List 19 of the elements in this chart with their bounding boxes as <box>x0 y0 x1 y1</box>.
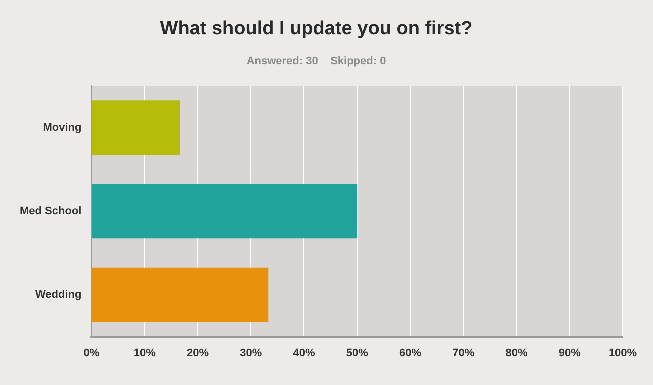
x-tick-label: 10% <box>134 347 156 360</box>
x-tick-label: 0% <box>84 347 100 360</box>
x-tick-label: 90% <box>558 347 582 360</box>
chart-subtitle: Answered: 30 Skipped: 0 <box>246 55 386 68</box>
bar <box>92 268 269 322</box>
bar <box>92 184 358 239</box>
x-tick-label: 30% <box>240 347 262 360</box>
x-tick-label: 80% <box>506 347 528 360</box>
y-tick-label: Med School <box>20 205 82 218</box>
chart-title: What should I update you on first? <box>160 18 473 40</box>
x-tick-label: 70% <box>452 347 475 360</box>
y-tick-label: Wedding <box>35 289 82 302</box>
x-tick-label: 40% <box>293 347 316 360</box>
bar <box>92 100 180 155</box>
x-tick-label: 100% <box>608 347 638 360</box>
x-tick-label: 20% <box>186 347 210 360</box>
x-tick-label: 60% <box>399 347 422 360</box>
x-tick-label: 50% <box>346 347 369 360</box>
y-tick-label: Moving <box>43 122 82 134</box>
